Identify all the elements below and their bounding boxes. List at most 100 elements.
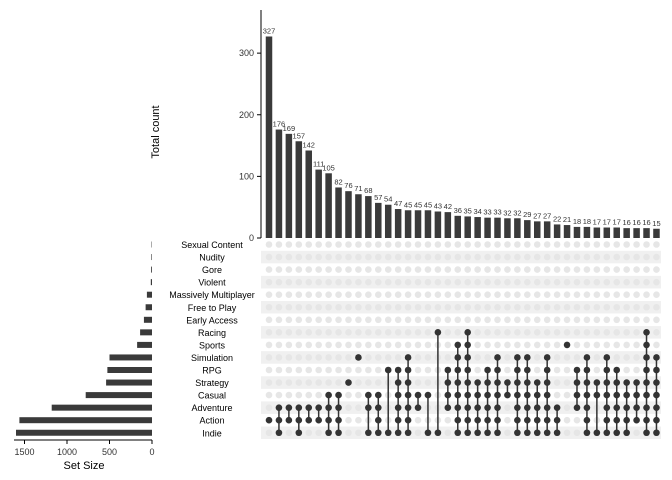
- matrix-dot-empty: [345, 329, 352, 336]
- matrix-dot-filled: [643, 391, 650, 399]
- matrix-dot-empty: [285, 354, 293, 361]
- matrix-dot-empty: [365, 241, 372, 248]
- intersection-value-label: 21: [563, 215, 571, 224]
- intersection-value-label: 45: [424, 200, 432, 209]
- matrix-dot-filled: [394, 416, 402, 424]
- matrix-dot-empty: [613, 291, 621, 299]
- matrix-dot-filled: [464, 404, 472, 411]
- matrix-dot-filled: [454, 354, 462, 361]
- set-name-label: Free to Play: [188, 303, 237, 313]
- matrix-dot-filled: [394, 379, 402, 386]
- matrix-dot-empty: [563, 354, 571, 361]
- matrix-dot-empty: [414, 253, 422, 261]
- matrix-dot-empty: [504, 341, 511, 349]
- matrix-dot-filled: [633, 416, 640, 424]
- matrix-dot-empty: [643, 266, 650, 273]
- matrix-dot-empty: [404, 341, 412, 349]
- matrix-dot-empty: [335, 291, 342, 299]
- intersection-bar: [603, 227, 611, 238]
- matrix-dot-empty: [295, 266, 303, 273]
- intersection-value-label: 71: [354, 184, 362, 193]
- matrix-dot-empty: [583, 291, 591, 299]
- matrix-dot-empty: [285, 341, 293, 349]
- matrix-dot-empty: [414, 266, 422, 273]
- intersection-value-label: 47: [394, 199, 402, 208]
- matrix-dot-empty: [583, 329, 591, 336]
- matrix-dot-empty: [514, 341, 521, 349]
- matrix-dot-filled: [593, 391, 601, 399]
- matrix-dot-filled: [374, 391, 382, 399]
- matrix-dot-empty: [265, 329, 273, 336]
- matrix-dot-empty: [484, 266, 491, 273]
- matrix-dot-empty: [454, 241, 462, 248]
- matrix-dot-filled: [484, 429, 491, 437]
- matrix-dot-empty: [464, 303, 472, 311]
- matrix-dot-empty: [653, 278, 660, 286]
- matrix-dot-empty: [553, 303, 561, 311]
- matrix-dot-empty: [325, 316, 332, 324]
- matrix-dot-empty: [355, 316, 362, 324]
- matrix-dot-empty: [573, 416, 581, 424]
- intersection-bar: [633, 228, 640, 238]
- matrix-dot-empty: [543, 316, 551, 324]
- matrix-dot-filled: [494, 416, 501, 424]
- matrix-dot-empty: [345, 303, 352, 311]
- matrix-dot-empty: [384, 354, 392, 361]
- matrix-dot-empty: [454, 278, 462, 286]
- set-size-bar: [107, 367, 152, 373]
- matrix-dot-empty: [414, 241, 422, 248]
- matrix-dot-filled: [613, 379, 621, 386]
- matrix-dot-filled: [524, 429, 531, 437]
- matrix-dot-empty: [563, 404, 571, 411]
- matrix-dot-empty: [275, 253, 283, 261]
- intersection-value-label: 29: [523, 210, 531, 219]
- intersection-bar: [375, 202, 382, 238]
- matrix-dot-empty: [384, 266, 392, 273]
- matrix-dot-filled: [295, 429, 303, 437]
- matrix-dot-empty: [265, 379, 273, 386]
- matrix-dot-empty: [444, 241, 452, 248]
- matrix-dot-empty: [265, 391, 273, 399]
- matrix-dot-empty: [563, 329, 571, 336]
- matrix-dot-empty: [444, 416, 452, 424]
- matrix-dot-empty: [573, 278, 581, 286]
- intersection-value-label: 17: [593, 218, 601, 227]
- matrix-dot-filled: [325, 391, 332, 399]
- set-name-label: Casual: [198, 391, 226, 401]
- matrix-dot-empty: [553, 316, 561, 324]
- matrix-dot-filled: [454, 404, 462, 411]
- matrix-dot-empty: [563, 429, 571, 437]
- matrix-dot-empty: [504, 429, 511, 437]
- set-size-bar: [109, 354, 152, 361]
- matrix-dot-empty: [374, 366, 382, 374]
- matrix-dot-empty: [355, 366, 362, 374]
- matrix-dot-empty: [384, 291, 392, 299]
- set-name-label: Sports: [199, 340, 226, 350]
- set-size-tick-label: 1000: [57, 447, 77, 457]
- matrix-dot-empty: [315, 253, 322, 261]
- set-size-bar: [143, 316, 152, 323]
- matrix-dot-empty: [374, 379, 382, 386]
- intersection-value-label: 57: [374, 193, 382, 202]
- matrix-dot-empty: [633, 341, 640, 349]
- matrix-dot-empty: [653, 291, 660, 299]
- matrix-dot-empty: [355, 241, 362, 248]
- intersection-bar: [563, 225, 571, 238]
- matrix-dot-empty: [325, 366, 332, 374]
- matrix-dot-empty: [265, 404, 273, 411]
- matrix-dot-filled: [623, 404, 630, 411]
- intersection-bar: [524, 220, 531, 238]
- matrix-dot-empty: [414, 316, 422, 324]
- matrix-dot-empty: [315, 278, 322, 286]
- matrix-dot-filled: [524, 366, 531, 374]
- matrix-dot-empty: [394, 316, 402, 324]
- matrix-dot-empty: [275, 391, 283, 399]
- set-name-label: Early Access: [186, 315, 238, 325]
- matrix-dot-empty: [345, 316, 352, 324]
- matrix-dot-empty: [424, 266, 432, 273]
- matrix-dot-filled: [384, 429, 392, 437]
- matrix-dot-empty: [345, 366, 352, 374]
- matrix-dot-empty: [404, 329, 412, 336]
- matrix-dot-empty: [524, 316, 531, 324]
- matrix-dot-empty: [593, 291, 601, 299]
